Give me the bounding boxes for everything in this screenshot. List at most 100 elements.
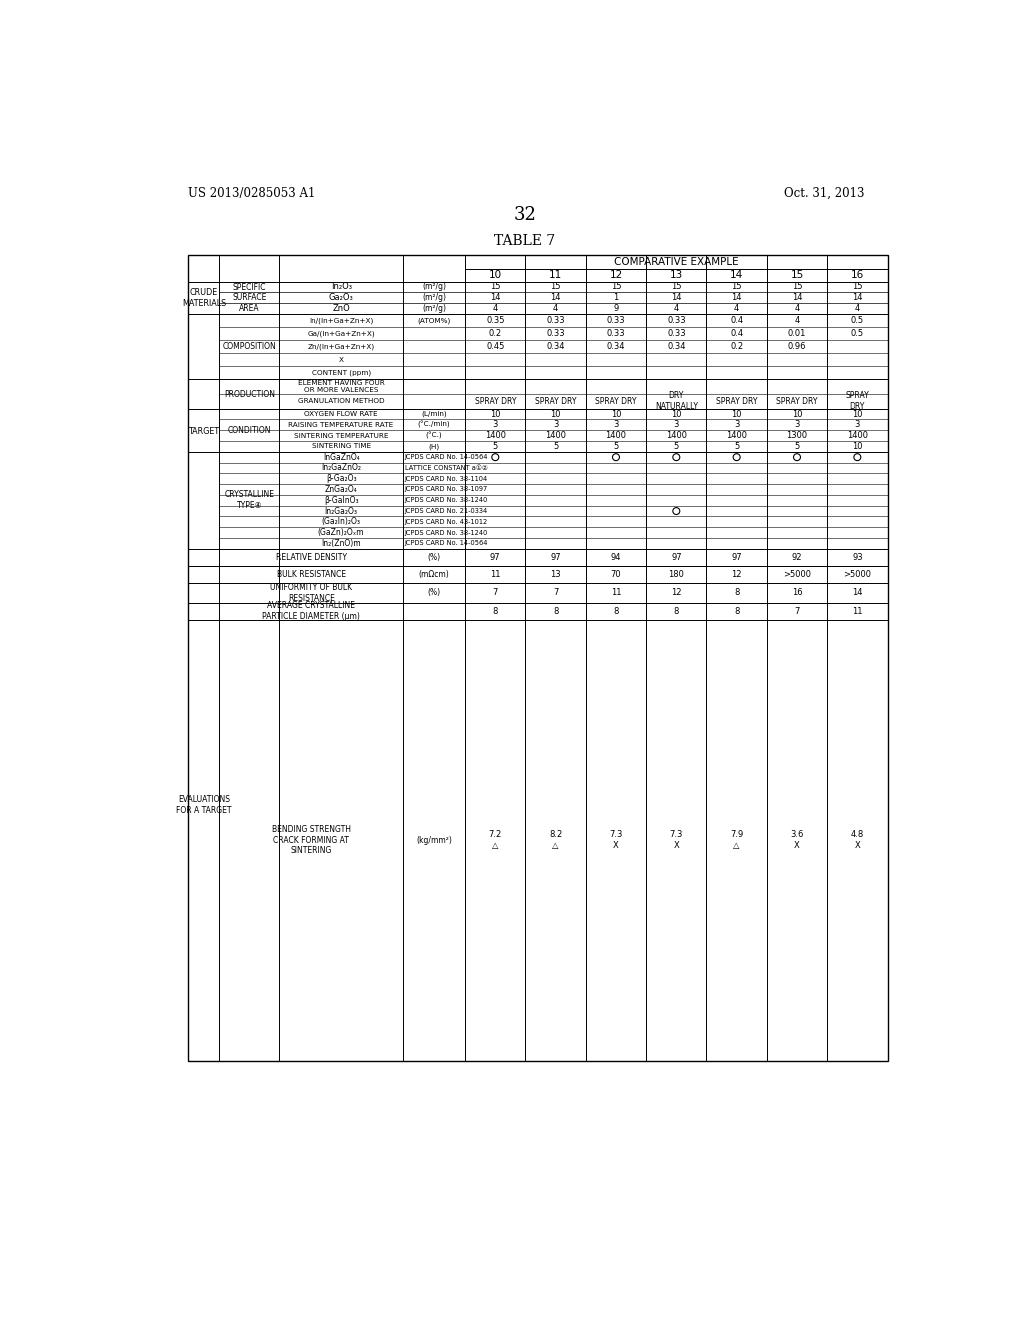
Text: Ga₂O₃: Ga₂O₃ (329, 293, 353, 302)
Text: In₂O₃: In₂O₃ (331, 282, 351, 292)
Text: 1300: 1300 (786, 432, 808, 440)
Text: 14: 14 (731, 293, 742, 302)
Text: (°C.): (°C.) (426, 432, 442, 440)
Text: (L/min): (L/min) (421, 411, 446, 417)
Text: 7.2
△: 7.2 △ (488, 830, 502, 850)
Text: 0.35: 0.35 (486, 315, 505, 325)
Text: 13: 13 (550, 570, 561, 578)
Text: 11: 11 (549, 271, 562, 280)
Text: 14: 14 (671, 293, 682, 302)
Text: (ATOM%): (ATOM%) (418, 317, 451, 323)
Text: EVALUATIONS
FOR A TARGET: EVALUATIONS FOR A TARGET (176, 795, 231, 814)
Text: PRODUCTION: PRODUCTION (224, 389, 274, 399)
Text: US 2013/0285053 A1: US 2013/0285053 A1 (188, 187, 315, 199)
Text: (GaZn)₂Oₓm: (GaZn)₂Oₓm (317, 528, 365, 537)
Text: SPRAY DRY: SPRAY DRY (535, 397, 577, 405)
Text: COMPARATIVE EXAMPLE: COMPARATIVE EXAMPLE (614, 256, 738, 267)
Text: 97: 97 (550, 553, 561, 562)
Text: 12: 12 (609, 271, 623, 280)
Text: 0.5: 0.5 (851, 329, 864, 338)
Text: 3.6
X: 3.6 X (791, 830, 804, 850)
Text: 8: 8 (734, 589, 739, 597)
Text: 97: 97 (731, 553, 742, 562)
Text: 12: 12 (731, 570, 742, 578)
Text: 0.34: 0.34 (667, 342, 685, 351)
Text: 9: 9 (613, 304, 618, 313)
Text: SPECIFIC
SURFACE
AREA: SPECIFIC SURFACE AREA (232, 282, 266, 313)
Text: 1400: 1400 (605, 432, 627, 440)
Text: 14: 14 (792, 293, 802, 302)
Text: CONDITION: CONDITION (227, 426, 271, 434)
Text: 4: 4 (795, 304, 800, 313)
Text: 8: 8 (493, 607, 498, 615)
Text: BULK RESISTANCE: BULK RESISTANCE (276, 570, 346, 578)
Text: 0.33: 0.33 (606, 315, 626, 325)
Text: 3: 3 (855, 420, 860, 429)
Text: (H): (H) (429, 444, 439, 450)
Text: 12: 12 (671, 589, 682, 597)
Text: 4: 4 (855, 304, 860, 313)
Text: COMPOSITION: COMPOSITION (222, 342, 276, 351)
Text: 97: 97 (489, 553, 501, 562)
Text: CRYSTALLINE
TYPE④: CRYSTALLINE TYPE④ (224, 491, 274, 510)
Text: Ga/(In+Ga+Zn+X): Ga/(In+Ga+Zn+X) (307, 330, 375, 337)
Text: 4: 4 (795, 315, 800, 325)
Text: 32: 32 (513, 206, 537, 224)
Text: In₂GaZnO₂: In₂GaZnO₂ (322, 463, 361, 473)
Text: SPRAY DRY: SPRAY DRY (776, 397, 818, 405)
Text: ZnGa₂O₄: ZnGa₂O₄ (325, 484, 357, 494)
Text: SPRAY DRY: SPRAY DRY (474, 397, 516, 405)
Text: (%): (%) (428, 589, 440, 597)
Text: 5: 5 (613, 442, 618, 451)
Text: 0.96: 0.96 (787, 342, 806, 351)
Text: JCPDS CARD No. 38-1104: JCPDS CARD No. 38-1104 (404, 475, 487, 482)
Text: 5: 5 (734, 442, 739, 451)
Text: (m²/g): (m²/g) (422, 293, 446, 302)
Text: 14: 14 (730, 271, 743, 280)
Text: SINTERING TEMPERATURE: SINTERING TEMPERATURE (294, 433, 388, 438)
Text: >5000: >5000 (783, 570, 811, 578)
Text: JCPDS CARD No. 38-1240: JCPDS CARD No. 38-1240 (404, 529, 488, 536)
Text: 11: 11 (852, 607, 862, 615)
Text: 5: 5 (553, 442, 558, 451)
Text: UNIFORMITY OF BULK
RESISTANCE: UNIFORMITY OF BULK RESISTANCE (270, 583, 352, 602)
Text: X: X (339, 356, 344, 363)
Text: 3: 3 (613, 420, 618, 429)
Text: 0.34: 0.34 (607, 342, 626, 351)
Text: 14: 14 (852, 293, 862, 302)
Text: 15: 15 (490, 282, 501, 292)
Text: 15: 15 (852, 282, 862, 292)
Text: LATTICE CONSTANT a①②: LATTICE CONSTANT a①② (404, 465, 487, 471)
Text: 0.33: 0.33 (547, 315, 565, 325)
Text: 10: 10 (550, 409, 561, 418)
Text: 97: 97 (671, 553, 682, 562)
Text: 4: 4 (493, 304, 498, 313)
Text: 0.4: 0.4 (730, 315, 743, 325)
Text: (m²/g): (m²/g) (422, 304, 446, 313)
Text: RELATIVE DENSITY: RELATIVE DENSITY (275, 553, 347, 562)
Text: 16: 16 (792, 589, 802, 597)
Text: 3: 3 (553, 420, 558, 429)
Text: 11: 11 (610, 589, 622, 597)
Text: Zn/(In+Ga+Zn+X): Zn/(In+Ga+Zn+X) (307, 343, 375, 350)
Text: 15: 15 (671, 282, 682, 292)
Text: JCPDS CARD No. 38-1097: JCPDS CARD No. 38-1097 (404, 487, 487, 492)
Text: 7.3
X: 7.3 X (670, 830, 683, 850)
Text: OXYGEN FLOW RATE: OXYGEN FLOW RATE (304, 411, 378, 417)
Text: 14: 14 (550, 293, 561, 302)
Text: 15: 15 (791, 271, 804, 280)
Text: 0.4: 0.4 (730, 329, 743, 338)
Text: 0.34: 0.34 (547, 342, 565, 351)
Text: 7: 7 (795, 607, 800, 615)
Text: 10: 10 (792, 409, 802, 418)
Text: 3: 3 (493, 420, 498, 429)
Text: JCPDS CARD No. 14-0564: JCPDS CARD No. 14-0564 (404, 540, 488, 546)
Text: Oct. 31, 2013: Oct. 31, 2013 (783, 187, 864, 199)
Text: (%): (%) (428, 553, 440, 562)
Text: AVERAGE CRYSTALLINE
PARTICLE DIAMETER (μm): AVERAGE CRYSTALLINE PARTICLE DIAMETER (μ… (262, 602, 360, 620)
Text: 14: 14 (490, 293, 501, 302)
Text: In/(In+Ga+Zn+X): In/(In+Ga+Zn+X) (309, 317, 374, 323)
Text: 8: 8 (734, 607, 739, 615)
Text: RAISING TEMPERATURE RATE: RAISING TEMPERATURE RATE (289, 422, 394, 428)
Text: 10: 10 (852, 409, 862, 418)
